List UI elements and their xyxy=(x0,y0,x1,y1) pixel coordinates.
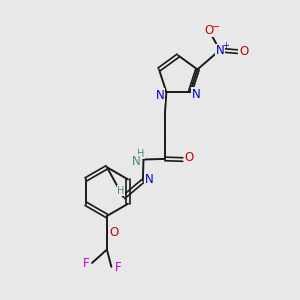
Text: F: F xyxy=(83,257,89,270)
Text: N: N xyxy=(192,88,200,101)
Text: O: O xyxy=(110,226,119,238)
Text: O: O xyxy=(239,44,248,58)
Text: O: O xyxy=(184,151,194,164)
Text: N: N xyxy=(145,173,154,186)
Text: N: N xyxy=(132,155,140,168)
Text: +: + xyxy=(222,41,229,50)
Text: H: H xyxy=(118,186,125,196)
Text: N: N xyxy=(216,44,225,57)
Text: O: O xyxy=(205,24,214,37)
Text: F: F xyxy=(115,261,121,274)
Text: N: N xyxy=(155,89,164,102)
Text: −: − xyxy=(212,22,220,32)
Text: H: H xyxy=(137,148,144,159)
